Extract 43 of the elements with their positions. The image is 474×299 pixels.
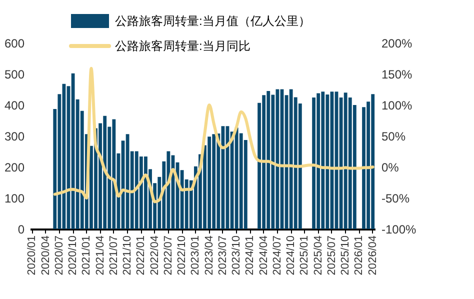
legend-label: 公路旅客周转量:当月同比 <box>115 39 250 53</box>
y-tick-label: 100 <box>4 192 25 206</box>
y2-tick-label: 150% <box>382 68 413 82</box>
x-tick-label: 2025/10 <box>340 236 352 276</box>
y2-tick-label: 100% <box>382 98 413 112</box>
y2-tick-label: -50% <box>382 192 410 206</box>
x-tick-label: 2024/04 <box>258 236 270 276</box>
x-tick-label: 2022/10 <box>176 236 188 276</box>
x-tick-label: 2025/07 <box>326 236 338 276</box>
x-tick-label: 2026/01 <box>353 236 366 276</box>
x-tick-label: 2024/01 <box>244 236 256 276</box>
x-tick-label: 2021/04 <box>94 236 106 276</box>
x-tick-label: 2023/04 <box>203 236 216 276</box>
y-tick-label: 400 <box>4 98 25 112</box>
x-tick-label: 2026/04 <box>366 236 379 276</box>
y-tick-label: 600 <box>4 36 25 50</box>
x-tick-label: 2020/01 <box>26 236 38 276</box>
y-tick-label: 300 <box>4 130 25 144</box>
y2-tick-label: 200% <box>382 36 413 50</box>
x-tick-label: 2023/10 <box>230 236 243 276</box>
x-tick-label: 2021/10 <box>122 236 134 276</box>
x-tick-label: 2024/07 <box>271 236 284 276</box>
x-tick-label: 2024/10 <box>285 236 298 276</box>
x-tick-label: 2020/04 <box>40 236 52 276</box>
y-tick-label: 200 <box>4 160 25 174</box>
x-tick-label: 2022/04 <box>148 236 161 276</box>
x-tick-label: 2023/07 <box>216 236 229 276</box>
y2-tick-label: 50% <box>382 130 406 144</box>
y-tick-label: 0 <box>18 222 25 236</box>
y2-tick-label: 0% <box>382 160 400 174</box>
x-tick-label: 2021/07 <box>108 236 120 276</box>
x-tick-label: 2025/04 <box>312 236 324 276</box>
y2-tick-label: -100% <box>382 222 417 236</box>
x-tick-label: 2020/07 <box>53 236 66 276</box>
x-tick-label: 2022/07 <box>162 236 174 276</box>
x-tick-label: 2020/10 <box>67 236 80 276</box>
legend-label: 公路旅客周转量:当月值（亿人公里） <box>115 14 310 28</box>
x-tick-label: 2022/01 <box>135 236 148 276</box>
line-series <box>53 66 374 204</box>
x-tick-label: 2025/01 <box>298 236 311 276</box>
x-tick-label: 2023/01 <box>190 236 202 276</box>
x-tick-label: 2021/01 <box>80 236 93 276</box>
y-tick-label: 500 <box>4 68 25 82</box>
